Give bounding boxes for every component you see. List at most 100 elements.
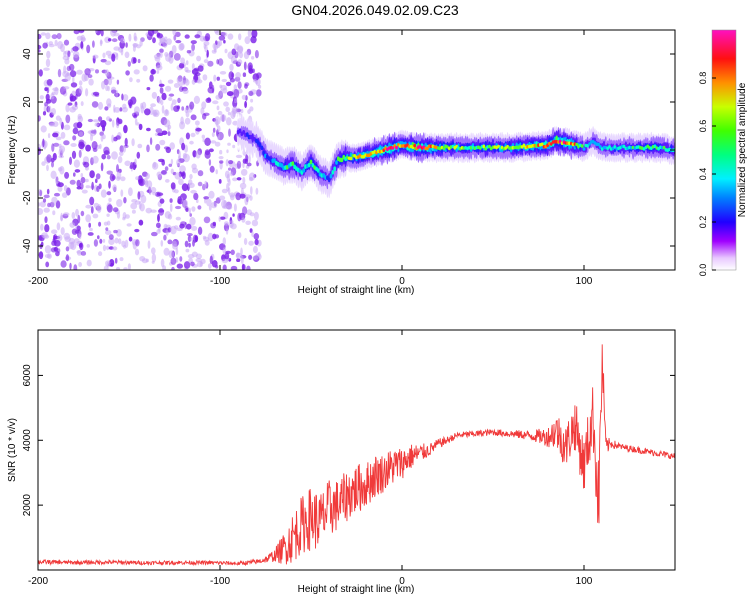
noise-dot <box>52 132 59 138</box>
noise-dot <box>167 131 171 137</box>
noise-dot <box>122 94 129 102</box>
noise-dot <box>155 143 161 151</box>
noise-dot <box>138 219 144 226</box>
noise-dot <box>222 247 227 255</box>
noise-dot <box>72 50 80 59</box>
noise-dot <box>233 98 238 104</box>
noise-dot <box>225 81 232 87</box>
noise-dot <box>200 107 205 115</box>
noise-dot <box>53 142 60 147</box>
noise-dot <box>84 68 91 76</box>
noise-dot <box>248 172 256 181</box>
noise-dot <box>80 251 87 256</box>
noise-dot <box>224 48 228 54</box>
noise-dot <box>169 142 175 150</box>
noise-dot <box>180 116 184 125</box>
noise-dot <box>85 214 92 223</box>
noise-dot <box>38 235 43 241</box>
noise-dot <box>126 223 132 227</box>
spectrogram-xtick-label: 0 <box>399 276 405 287</box>
noise-dot <box>171 99 177 105</box>
noise-dot <box>153 54 161 60</box>
noise-dot <box>136 151 141 159</box>
noise-dot <box>38 69 43 77</box>
noise-dot <box>229 63 234 71</box>
noise-dot <box>141 258 148 264</box>
noise-dot <box>73 172 76 177</box>
noise-dot <box>106 261 110 268</box>
noise-dot <box>241 94 247 100</box>
noise-dot <box>224 252 230 260</box>
noise-dot <box>178 62 185 69</box>
noise-dot <box>47 253 52 259</box>
noise-dot <box>122 145 127 153</box>
noise-dot <box>123 267 128 270</box>
noise-dot <box>86 259 92 267</box>
noise-dot <box>100 134 104 142</box>
noise-dot <box>106 191 112 196</box>
noise-dot <box>81 189 88 194</box>
noise-dot <box>233 203 237 212</box>
noise-dot <box>80 101 84 107</box>
ridge-mark <box>260 145 264 151</box>
noise-dot <box>95 69 99 74</box>
noise-dot <box>204 150 211 159</box>
noise-dot <box>243 61 247 71</box>
noise-dot <box>188 182 195 188</box>
noise-dot <box>180 57 186 64</box>
noise-dot <box>166 38 172 45</box>
snr-xtick-label: -200 <box>28 576 48 587</box>
noise-dot <box>196 198 199 204</box>
noise-dot <box>121 93 124 101</box>
noise-dot <box>72 46 79 52</box>
noise-dot <box>186 223 192 230</box>
noise-dot <box>223 221 229 226</box>
noise-dot <box>181 171 186 180</box>
noise-dot <box>159 87 164 94</box>
noise-dot <box>131 199 138 203</box>
noise-dot <box>184 66 189 73</box>
noise-dot <box>189 140 194 145</box>
ridge-mark <box>262 150 266 156</box>
noise-dot <box>100 189 107 198</box>
noise-dot <box>150 103 157 108</box>
snr-series-line <box>38 344 675 567</box>
noise-dot <box>80 41 84 49</box>
noise-dot <box>50 93 55 100</box>
noise-dot <box>80 176 86 184</box>
noise-dot <box>217 58 224 66</box>
noise-dot <box>218 179 222 184</box>
noise-dot <box>120 37 126 44</box>
noise-dot <box>207 86 215 94</box>
noise-dot <box>199 35 206 42</box>
spectrogram-xtick-label: -100 <box>210 276 230 287</box>
noise-dot <box>242 206 248 216</box>
noise-dot <box>54 192 60 197</box>
noise-dot <box>88 78 94 86</box>
noise-dot <box>158 158 165 163</box>
noise-dot <box>48 43 55 48</box>
noise-dot <box>113 229 118 234</box>
noise-dot <box>159 139 166 146</box>
noise-dot <box>144 108 151 116</box>
noise-dot <box>38 33 42 40</box>
noise-dot <box>184 79 190 86</box>
noise-dot <box>163 119 171 128</box>
noise-dot <box>195 120 200 126</box>
noise-dot <box>111 89 117 94</box>
noise-dot <box>167 213 173 220</box>
noise-dot <box>149 137 153 146</box>
noise-dot <box>248 90 254 97</box>
noise-dot <box>194 34 201 39</box>
noise-dot <box>87 118 93 123</box>
noise-dot <box>116 79 120 85</box>
noise-dot <box>155 65 163 71</box>
noise-dot <box>74 169 81 173</box>
noise-dot <box>105 245 110 251</box>
noise-dot <box>78 149 82 158</box>
noise-dot <box>203 196 210 200</box>
colorbar-frame <box>711 29 737 271</box>
noise-dot <box>49 123 55 127</box>
noise-dot <box>195 150 201 159</box>
noise-dot <box>78 262 82 267</box>
